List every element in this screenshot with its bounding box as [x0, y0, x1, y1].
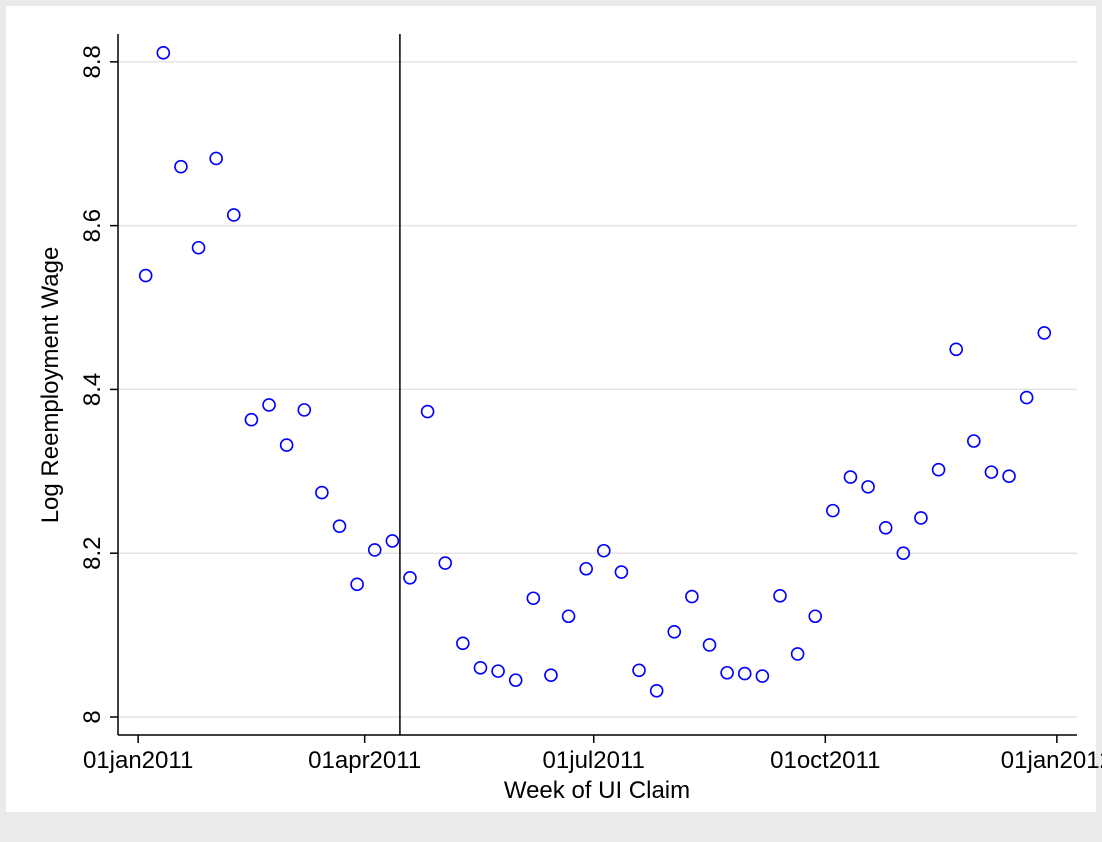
data-point — [790, 647, 805, 661]
data-point — [1002, 469, 1016, 484]
data-point — [209, 151, 223, 166]
x-tick-label: 01jan2012 — [1001, 747, 1102, 774]
data-point — [544, 668, 558, 683]
data-point — [737, 666, 752, 681]
x-tick-label: 01jan2011 — [83, 747, 193, 774]
data-point — [138, 268, 153, 283]
data-point — [949, 342, 963, 357]
x-tick-label: 01apr2011 — [308, 747, 421, 774]
data-point — [279, 438, 294, 452]
data-point — [367, 543, 382, 557]
data-point — [685, 589, 699, 604]
data-point — [931, 462, 946, 477]
data-point — [632, 663, 646, 678]
data-point — [403, 570, 417, 585]
data-point — [896, 546, 911, 560]
y-tick-label: 8.8 — [79, 45, 106, 78]
data-point — [967, 434, 981, 448]
data-point — [473, 661, 488, 675]
data-point — [773, 588, 787, 603]
data-point — [720, 665, 734, 680]
data-point — [861, 480, 875, 494]
data-point — [315, 485, 329, 500]
data-point — [579, 561, 593, 576]
data-point — [332, 519, 347, 533]
data-point — [156, 46, 171, 60]
data-point — [456, 636, 470, 651]
data-point — [438, 556, 453, 570]
data-point — [350, 577, 364, 592]
data-point — [297, 403, 312, 417]
data-point — [702, 638, 717, 652]
data-point — [1037, 326, 1052, 340]
data-point — [596, 543, 611, 558]
y-tick-label: 8.4 — [79, 373, 106, 406]
x-tick-label: 01oct2011 — [770, 747, 880, 774]
data-point — [667, 625, 682, 639]
data-point — [244, 412, 259, 427]
data-point — [984, 465, 999, 479]
data-point — [808, 609, 823, 624]
x-tick-label: 01jul2011 — [543, 747, 645, 774]
y-tick-label: 8.2 — [79, 537, 106, 570]
data-point — [878, 521, 893, 535]
data-point — [843, 470, 858, 484]
data-point — [826, 503, 840, 518]
data-point — [914, 511, 928, 525]
data-point — [191, 240, 206, 255]
data-point — [262, 398, 276, 412]
y-axis-label: Log Reemployment Wage — [37, 247, 64, 524]
data-point — [526, 591, 541, 606]
data-point — [755, 669, 770, 683]
data-point — [174, 159, 188, 174]
data-point — [385, 534, 400, 548]
y-tick-label: 8.6 — [79, 209, 106, 242]
data-point — [649, 683, 664, 698]
data-point — [226, 208, 241, 222]
data-point — [420, 404, 435, 419]
data-point — [614, 565, 629, 579]
data-point — [1019, 390, 1034, 405]
y-tick-label: 8 — [79, 710, 106, 723]
data-point — [508, 673, 523, 687]
data-point — [491, 664, 505, 678]
chart-background — [6, 6, 1096, 812]
x-axis-label: Week of UI Claim — [504, 777, 690, 804]
data-point — [561, 609, 576, 624]
